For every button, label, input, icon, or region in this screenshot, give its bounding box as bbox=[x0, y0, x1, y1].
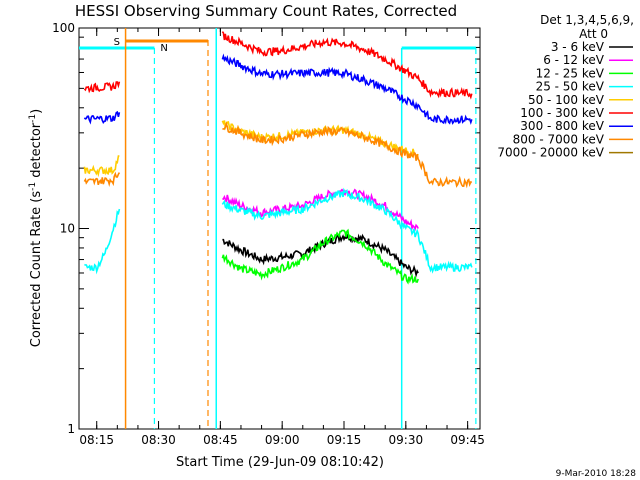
x-tick-label-0: 08:15 bbox=[79, 433, 114, 447]
n-marker-label: N bbox=[160, 43, 167, 54]
series-line-6-seg-0 bbox=[83, 110, 121, 125]
plot-frame bbox=[78, 27, 481, 430]
y-axis: 1 10 100 bbox=[52, 21, 480, 436]
legend-label-8: 7000 - 20000 keV bbox=[497, 146, 604, 160]
legend-header-2: Att 0 bbox=[579, 27, 608, 41]
x-tick-label-1: 08:30 bbox=[141, 433, 176, 447]
series-line-4-seg-0 bbox=[83, 155, 120, 178]
series-line-2-seg-0 bbox=[221, 228, 419, 285]
y-tick-label-1: 10 bbox=[60, 222, 75, 236]
series-group bbox=[83, 31, 473, 285]
series-line-7-seg-0 bbox=[83, 171, 121, 188]
legend-label-6: 300 - 800 keV bbox=[520, 119, 604, 133]
orbit-markers: SN bbox=[79, 28, 477, 429]
legend-label-5: 100 - 300 keV bbox=[520, 106, 604, 120]
legend-label-3: 25 - 50 keV bbox=[536, 80, 605, 94]
x-tick-label-5: 09:30 bbox=[389, 433, 424, 447]
series-line-3-seg-1 bbox=[221, 187, 473, 274]
legend-label-1: 6 - 12 keV bbox=[543, 53, 605, 67]
s-marker-label: S bbox=[114, 37, 120, 48]
series-line-3-seg-0 bbox=[84, 208, 121, 275]
legend-label-7: 800 - 7000 keV bbox=[513, 132, 605, 146]
chart-title: HESSI Observing Summary Count Rates, Cor… bbox=[75, 2, 457, 20]
series-line-5-seg-1 bbox=[221, 31, 473, 100]
x-tick-label-6: 09:45 bbox=[450, 433, 485, 447]
y-tick-label-2: 100 bbox=[52, 21, 75, 35]
series-line-5-seg-0 bbox=[83, 81, 121, 94]
legend-header-1: Det 1,3,4,5,6,9, bbox=[540, 13, 634, 27]
x-tick-label-3: 09:00 bbox=[265, 433, 300, 447]
legend-label-2: 12 - 25 keV bbox=[536, 66, 605, 80]
series-line-7-seg-1 bbox=[222, 121, 473, 189]
x-axis: 08:15 08:30 08:45 09:00 09:15 09:30 09:45 bbox=[79, 28, 485, 447]
x-tick-label-2: 08:45 bbox=[203, 433, 238, 447]
y-axis-label: Corrected Count Rate (s-1 detector-1) bbox=[28, 109, 44, 347]
legend-label-0: 3 - 6 keV bbox=[551, 40, 605, 54]
x-tick-label-4: 09:15 bbox=[327, 433, 362, 447]
footer-date: 9-Mar-2010 18:28 bbox=[556, 469, 637, 479]
x-axis-label: Start Time (29-Jun-09 08:10:42) bbox=[176, 455, 384, 470]
y-tick-label-0: 1 bbox=[67, 422, 75, 436]
legend-label-4: 50 - 100 keV bbox=[528, 93, 605, 107]
series-line-6-seg-1 bbox=[221, 53, 473, 125]
